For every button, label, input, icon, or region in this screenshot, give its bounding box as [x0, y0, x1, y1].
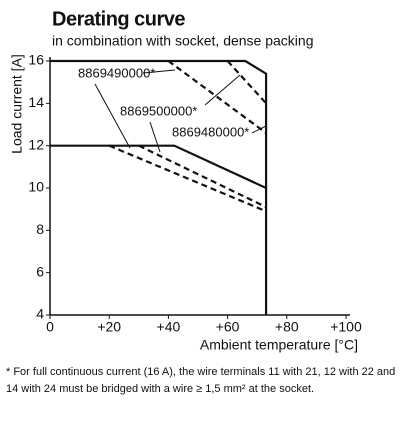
x-tick-label: +100 [330, 319, 362, 335]
footnote: * For full continuous current (16 A), th… [6, 366, 395, 378]
chart-subtitle: in combination with socket, dense packin… [52, 33, 313, 49]
leader-lines [94, 69, 267, 153]
x-tick-label: +80 [275, 319, 299, 335]
y-tick-label: 4 [36, 306, 44, 322]
leader-line [142, 69, 176, 74]
chart-title: Derating curve [52, 8, 185, 30]
x-tick-label: +40 [157, 319, 181, 335]
x-tick-label: +60 [216, 319, 240, 335]
y-tick-label: 6 [36, 263, 44, 279]
x-tick-label: 0 [46, 319, 54, 335]
dashed-line [138, 144, 267, 209]
y-tick-label: 16 [28, 52, 44, 68]
dashed-line [108, 144, 267, 213]
leader-line [149, 121, 161, 153]
y-tick-label: 10 [28, 179, 44, 195]
x-axis-label: Ambient temperature [°C] [200, 337, 358, 353]
annotation: 8869490000* [78, 65, 155, 80]
line [50, 144, 267, 189]
y-axis-label: Load current [A] [9, 54, 25, 154]
dashed-line [226, 60, 267, 105]
annotation: 8869500000* [120, 103, 197, 118]
dashed-line [167, 60, 267, 134]
y-tick-label: 8 [36, 221, 44, 237]
annotation: 8869480000* [172, 124, 249, 139]
x-tick-label: +20 [97, 319, 121, 335]
y-tick-label: 14 [28, 94, 44, 110]
leader-line [94, 83, 131, 149]
leader-line [251, 125, 267, 134]
y-tick-label: 12 [28, 136, 44, 152]
line [50, 59, 268, 315]
leader-line [204, 74, 241, 106]
footnote: 14 with 24 must be bridged with a wire ≥… [6, 383, 314, 395]
